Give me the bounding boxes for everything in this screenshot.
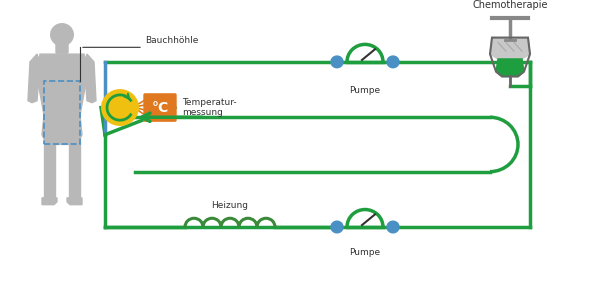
- Text: Chemotherapie: Chemotherapie: [472, 0, 548, 10]
- Text: Pumpe: Pumpe: [350, 86, 381, 95]
- Circle shape: [331, 221, 343, 233]
- Circle shape: [50, 23, 74, 46]
- Circle shape: [331, 56, 343, 68]
- Circle shape: [387, 221, 399, 233]
- Circle shape: [101, 89, 139, 126]
- FancyBboxPatch shape: [56, 42, 68, 53]
- Polygon shape: [67, 198, 82, 205]
- Polygon shape: [44, 138, 55, 198]
- Polygon shape: [42, 198, 57, 205]
- Text: Temperatur-
messung: Temperatur- messung: [182, 98, 237, 117]
- Text: Bauchhöhle: Bauchhöhle: [145, 36, 198, 45]
- Polygon shape: [37, 54, 87, 115]
- Polygon shape: [490, 37, 530, 59]
- Polygon shape: [69, 138, 80, 198]
- Text: Heizung: Heizung: [211, 201, 248, 209]
- Polygon shape: [28, 54, 40, 103]
- Polygon shape: [42, 115, 82, 145]
- Circle shape: [387, 56, 399, 68]
- Polygon shape: [84, 54, 96, 103]
- Text: Pumpe: Pumpe: [350, 248, 381, 257]
- FancyBboxPatch shape: [144, 94, 176, 121]
- Text: °C: °C: [152, 101, 169, 114]
- Polygon shape: [496, 59, 524, 76]
